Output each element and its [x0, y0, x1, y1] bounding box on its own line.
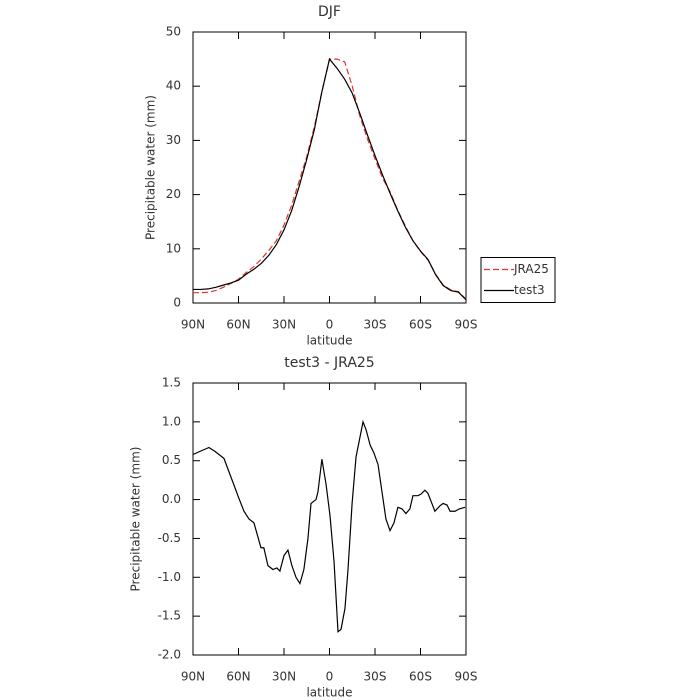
- x-tick-label: 0: [326, 318, 334, 332]
- y-tick-label: 10: [166, 241, 181, 255]
- x-axis-label: latitude: [306, 334, 352, 348]
- y-axis-label: Precipitable water (mm): [144, 95, 158, 240]
- x-tick-label: 90S: [455, 670, 478, 684]
- x-tick-label: 0: [326, 670, 334, 684]
- y-tick-label: 50: [166, 25, 181, 39]
- x-tick-label: 60N: [226, 670, 250, 684]
- x-tick-label: 90N: [181, 670, 205, 684]
- y-axis-label: Precipitable water (mm): [129, 447, 143, 592]
- legend-label: test3: [514, 283, 545, 297]
- x-tick-label: 30S: [364, 318, 387, 332]
- y-tick-label: 0: [173, 296, 181, 310]
- y-tick-label: 0.5: [162, 453, 181, 467]
- y-tick-label: -0.5: [158, 531, 181, 545]
- chart-title: test3 - JRA25: [284, 355, 374, 371]
- plot-frame: [192, 31, 467, 304]
- x-tick-label: 90N: [181, 318, 205, 332]
- y-tick-label: -1.0: [158, 570, 181, 584]
- series-line: [193, 57, 467, 301]
- x-axis-label: latitude: [306, 686, 352, 700]
- series-line: [192, 419, 466, 633]
- y-tick-label: 40: [166, 79, 181, 93]
- legend-label: JRA25: [513, 262, 549, 276]
- y-tick-label: 30: [166, 133, 181, 147]
- x-tick-label: 30S: [364, 670, 387, 684]
- series-line: [193, 58, 467, 300]
- x-tick-label: 30N: [272, 670, 296, 684]
- y-tick-label: -2.0: [158, 648, 181, 662]
- y-tick-label: 0.0: [162, 492, 181, 506]
- chart-title: DJF: [318, 4, 341, 20]
- x-tick-label: 30N: [272, 318, 296, 332]
- y-tick-label: -1.5: [158, 609, 181, 623]
- y-tick-label: 20: [166, 187, 181, 201]
- x-tick-label: 60S: [409, 670, 432, 684]
- x-tick-label: 90S: [455, 318, 478, 332]
- y-tick-label: 1.0: [162, 414, 181, 428]
- legend-box: [480, 257, 556, 303]
- x-tick-label: 60S: [409, 318, 432, 332]
- plot-frame: [192, 382, 467, 656]
- x-tick-label: 60N: [226, 318, 250, 332]
- y-tick-label: 1.5: [162, 376, 181, 390]
